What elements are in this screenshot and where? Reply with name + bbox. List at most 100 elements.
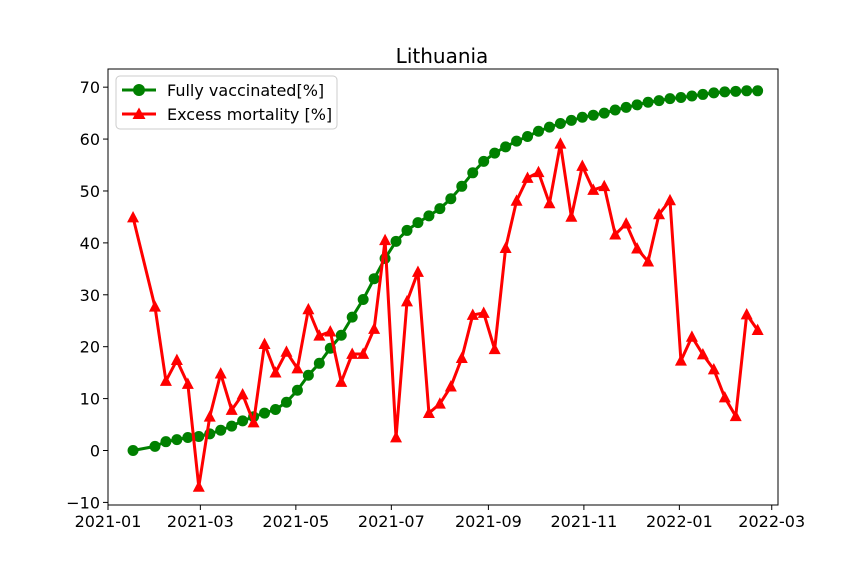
data-point-excess-mortality (718, 391, 731, 403)
data-point-excess-mortality (740, 308, 753, 320)
data-point-excess-mortality (258, 337, 271, 349)
x-tick-label: 2021-11 (550, 512, 617, 531)
data-point-vaccinated (708, 87, 720, 99)
data-point-vaccinated (368, 273, 380, 285)
legend-entry-excess-mortality: Excess mortality [%] (122, 105, 332, 124)
data-point-vaccinated (313, 357, 325, 369)
data-point-vaccinated (127, 445, 139, 456)
data-point-vaccinated (215, 424, 227, 436)
data-point-excess-mortality (127, 210, 140, 223)
data-point-excess-mortality (400, 295, 413, 307)
data-point-vaccinated (752, 85, 764, 97)
data-point-vaccinated (401, 224, 413, 236)
data-point-excess-mortality (707, 363, 720, 375)
data-point-vaccinated (291, 384, 303, 396)
data-point-excess-mortality (236, 387, 249, 400)
data-point-excess-mortality (576, 159, 589, 171)
x-axis: 2021-01 2021-03 2021-05 2021-07 2021-09 2021-… (75, 505, 805, 531)
x-tick-label: 2021-09 (455, 512, 522, 531)
x-tick-label: 2021-01 (75, 512, 142, 531)
y-tick-label: 40 (80, 234, 100, 253)
data-point-excess-mortality (203, 410, 216, 422)
data-point-vaccinated (182, 432, 194, 444)
y-tick-label: −10 (66, 493, 100, 512)
data-point-excess-mortality (422, 406, 435, 419)
data-point-excess-mortality (269, 366, 282, 378)
data-point-excess-mortality (225, 403, 238, 415)
data-point-excess-mortality (477, 306, 490, 318)
legend-label-vaccinated: Fully vaccinated[%] (167, 81, 324, 100)
data-point-excess-mortality (466, 308, 479, 320)
data-point-excess-mortality (433, 397, 446, 409)
y-tick-label: 60 (80, 130, 100, 149)
data-point-excess-mortality (642, 255, 655, 267)
data-point-vaccinated (686, 90, 698, 102)
data-point-vaccinated (467, 167, 479, 179)
data-point-vaccinated (412, 217, 424, 229)
data-point-excess-mortality (565, 210, 578, 222)
data-point-excess-mortality (598, 179, 611, 192)
legend-entry-vaccinated: Fully vaccinated[%] (122, 81, 324, 100)
data-point-vaccinated (478, 155, 490, 167)
data-point-excess-mortality (148, 300, 161, 312)
data-point-vaccinated (160, 436, 172, 448)
data-point-excess-mortality (532, 165, 545, 178)
data-point-excess-mortality (324, 325, 337, 337)
data-point-vaccinated (423, 210, 435, 222)
data-point-vaccinated (346, 311, 358, 323)
data-point-excess-mortality (674, 354, 687, 366)
data-point-vaccinated (554, 118, 566, 129)
data-point-vaccinated (237, 415, 249, 427)
data-point-vaccinated (445, 193, 457, 205)
data-point-excess-mortality (510, 194, 523, 206)
data-point-excess-mortality (488, 342, 501, 355)
data-point-excess-mortality (313, 329, 326, 341)
y-tick-label: 50 (80, 182, 100, 201)
data-point-vaccinated (664, 93, 676, 105)
data-point-vaccinated (226, 420, 238, 432)
data-point-vaccinated (270, 403, 281, 415)
series-vaccinated (127, 85, 764, 456)
legend-box (115, 75, 338, 130)
legend-label-excess-mortality: Excess mortality [%] (167, 105, 332, 124)
x-tick-label: 2021-05 (262, 512, 329, 531)
data-point-excess-mortality (499, 241, 512, 253)
data-point-excess-mortality (587, 183, 600, 195)
y-tick-label: 10 (80, 390, 100, 409)
data-point-excess-mortality (390, 431, 403, 443)
data-point-vaccinated (598, 107, 610, 119)
data-point-vaccinated (511, 135, 523, 147)
data-point-vaccinated (357, 293, 369, 305)
data-point-excess-mortality (609, 228, 622, 240)
series-excess-mortality (127, 137, 764, 492)
data-point-excess-mortality (192, 480, 205, 492)
legend-marker-vaccinated (133, 84, 145, 96)
data-point-vaccinated (565, 114, 577, 126)
plot-area (107, 68, 779, 506)
data-point-excess-mortality (521, 171, 534, 183)
data-point-excess-mortality (170, 353, 183, 366)
data-point-vaccinated (609, 104, 621, 116)
data-point-vaccinated (675, 92, 687, 104)
data-point-excess-mortality (291, 361, 304, 374)
data-point-excess-mortality (379, 233, 392, 246)
data-point-vaccinated (280, 396, 292, 408)
data-point-vaccinated (149, 440, 161, 452)
data-point-excess-mortality (653, 207, 666, 220)
data-point-vaccinated (631, 99, 643, 111)
x-tick-label: 2021-07 (358, 512, 425, 531)
data-point-vaccinated (543, 121, 555, 133)
data-point-excess-mortality (181, 377, 194, 389)
legend-marker-excess-mortality (132, 107, 146, 119)
y-tick-label: 70 (80, 78, 100, 97)
data-point-vaccinated (697, 88, 709, 100)
data-point-vaccinated (730, 85, 742, 97)
chart-title: Lithuania (396, 44, 489, 68)
axes-frame (107, 68, 779, 506)
data-point-excess-mortality (696, 347, 709, 360)
data-point-excess-mortality (554, 137, 567, 149)
x-tick-label: 2022-03 (738, 512, 805, 531)
y-axis: −10 0 10 20 30 40 50 60 70 (66, 78, 108, 512)
data-point-excess-mortality (455, 351, 468, 363)
x-tick-label: 2022-01 (646, 512, 713, 531)
